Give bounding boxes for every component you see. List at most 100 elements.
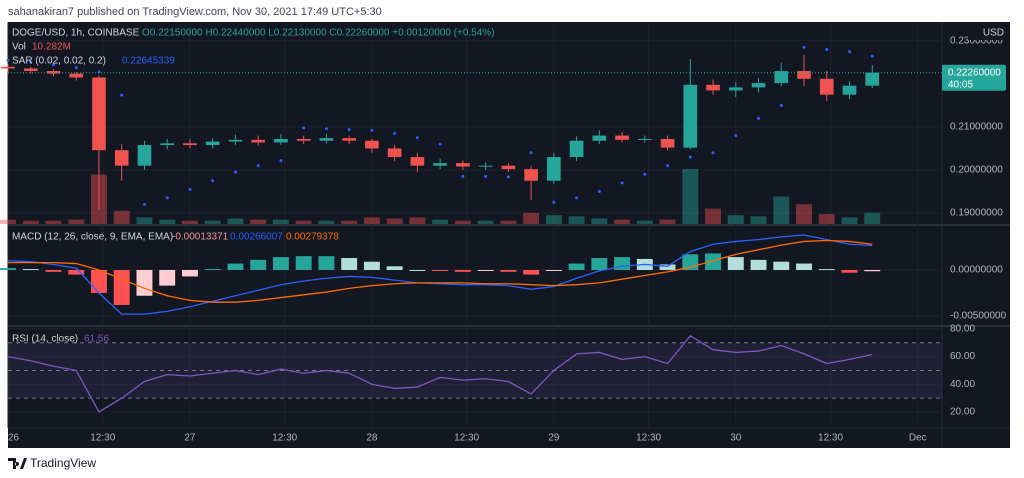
macd-histogram-bar	[113, 269, 130, 305]
candle-body	[114, 150, 129, 166]
candle-body	[92, 77, 106, 151]
candle-body	[615, 135, 629, 140]
volume-bar	[159, 219, 176, 224]
sar-dot	[870, 54, 874, 58]
macd-histogram-bar	[227, 263, 244, 270]
candle-body	[501, 165, 516, 170]
x-tick-label: Dec	[909, 433, 927, 444]
volume-bar	[500, 220, 517, 224]
unit-bg	[968, 26, 1008, 40]
volume-bar	[113, 210, 130, 224]
sar-dot	[142, 202, 146, 206]
sar-dot	[575, 196, 579, 200]
y-tick-label: 20.00	[950, 407, 975, 418]
legend-sar-value: 0.22645339	[122, 56, 175, 67]
candle-body	[706, 84, 720, 91]
candle-body	[433, 163, 447, 166]
macd-histogram-bar	[181, 269, 198, 277]
volume-bar	[705, 208, 722, 224]
candle-body	[183, 143, 197, 146]
volume-bar	[796, 204, 812, 224]
sar-dot	[279, 159, 283, 163]
volume-bar	[659, 219, 676, 224]
sar-dot	[370, 128, 374, 132]
legend-ohlc: O0.22150000 H0.22440000 L0.22130000 C0.2…	[142, 28, 495, 39]
volume-bar	[341, 220, 358, 224]
sar-dot	[484, 174, 488, 178]
candle-body	[660, 139, 675, 148]
volume-bar	[682, 169, 699, 224]
volume-bar	[864, 212, 881, 224]
axis-unit: USD	[983, 28, 1004, 39]
volume-bar	[22, 220, 39, 224]
macd-histogram-bar	[272, 257, 289, 270]
volume-bar	[773, 196, 790, 224]
macd-histogram-bar	[432, 269, 449, 271]
sar-dot	[324, 127, 328, 131]
sar-dot	[643, 172, 647, 176]
sar-dot	[461, 174, 465, 178]
candle-body	[23, 68, 38, 72]
sar-dot	[552, 200, 556, 204]
sar-dot	[779, 103, 783, 107]
volume-bar	[591, 218, 608, 224]
sar-dot	[529, 151, 533, 155]
sar-dot	[848, 50, 852, 54]
y-tick-label: 0.21000000	[950, 122, 1003, 133]
rsi-line	[7, 335, 873, 413]
candle-body	[797, 71, 811, 79]
macd-histogram-bar	[318, 256, 335, 270]
candle-body	[387, 148, 402, 158]
sar-dot	[165, 196, 169, 200]
candle-body	[774, 71, 789, 84]
candle-body	[547, 157, 561, 181]
macd-histogram-bar	[591, 258, 608, 270]
volume-bar	[409, 217, 426, 224]
candle-body	[865, 72, 880, 86]
last-price-box	[942, 64, 1006, 91]
volume-bar	[818, 214, 835, 224]
legend-volume-value: 10.282M	[32, 42, 71, 53]
x-tick-label: 12:30	[90, 433, 115, 444]
sar-dot	[393, 131, 397, 135]
volume-bar	[727, 215, 744, 224]
sar-dot	[711, 151, 715, 155]
candle-body	[160, 143, 175, 146]
sar-dot	[506, 175, 510, 179]
macd-histogram-bar	[0, 268, 16, 270]
volume-bar	[545, 215, 562, 224]
sar-dot	[120, 93, 124, 97]
candle-body	[524, 169, 538, 181]
volume-bar	[136, 217, 153, 224]
legend-title: RSI (14, close)	[12, 334, 78, 345]
sar-dot	[233, 170, 237, 174]
volume-bar	[386, 218, 403, 224]
legend-sar-name: SAR (0.02, 0.02, 0.2)	[12, 56, 106, 67]
candle-body	[683, 84, 698, 148]
x-tick-label: 30	[730, 433, 742, 444]
volume-bar	[181, 220, 198, 224]
x-tick-label: 29	[548, 433, 560, 444]
candle-body	[342, 138, 356, 141]
sar-dot	[51, 63, 55, 67]
y-tick-label: -0.00500000	[950, 311, 1007, 322]
x-tick-label: 12:30	[818, 433, 843, 444]
volume-bar	[636, 220, 653, 224]
sar-dot	[438, 142, 442, 146]
macd-histogram-bar	[818, 269, 835, 271]
x-tick-label: 28	[366, 433, 378, 444]
sar-dot	[620, 181, 624, 185]
candle-body	[137, 145, 152, 166]
x-tick-label: 12:30	[454, 433, 479, 444]
legend-value: 0.00266007	[230, 232, 283, 243]
sar-dot	[415, 136, 419, 140]
macd-histogram-bar	[727, 257, 744, 270]
volume-bar	[477, 220, 494, 224]
candle-body	[569, 140, 584, 158]
legend-title: DOGE/USD, 1h, COINBASE	[12, 28, 140, 39]
legend-value: 0.00279378	[286, 232, 339, 243]
volume-bar	[318, 220, 335, 224]
x-tick-label: 27	[184, 433, 196, 444]
publish-header: sahanakiran7 published on TradingView.co…	[8, 6, 382, 18]
candle-body	[410, 157, 425, 166]
